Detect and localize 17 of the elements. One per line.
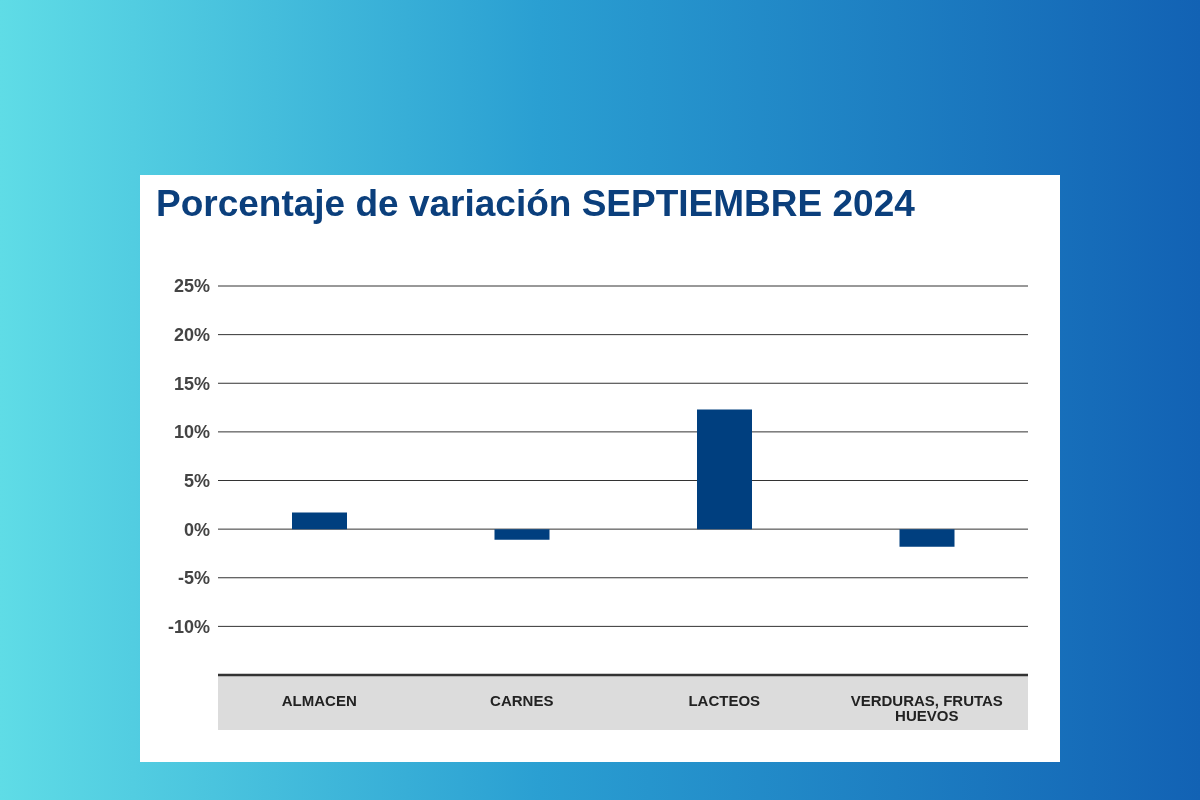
bar — [292, 512, 347, 530]
x-tick-label: ALMACEN — [281, 691, 357, 709]
chart-title: Porcentaje de variación SEPTIEMBRE 2024 — [156, 183, 915, 225]
bar — [697, 409, 752, 530]
y-tick-label: 20% — [173, 325, 210, 346]
y-tick-label: 5% — [183, 470, 210, 491]
x-tick-label: LACTEOS — [688, 691, 761, 709]
y-tick-label: 25% — [173, 276, 210, 297]
x-tick-label: VERDURAS, FRUTAS HUEVOS — [850, 691, 1003, 724]
bar — [494, 529, 550, 540]
y-tick-label: -5% — [177, 568, 210, 589]
bar — [899, 529, 955, 547]
y-tick-label: -10% — [167, 616, 210, 637]
y-tick-label: 15% — [173, 373, 210, 394]
y-tick-label: 10% — [173, 422, 210, 443]
x-tick-label: CARNES — [490, 691, 554, 709]
y-tick-label: 0% — [183, 519, 210, 540]
